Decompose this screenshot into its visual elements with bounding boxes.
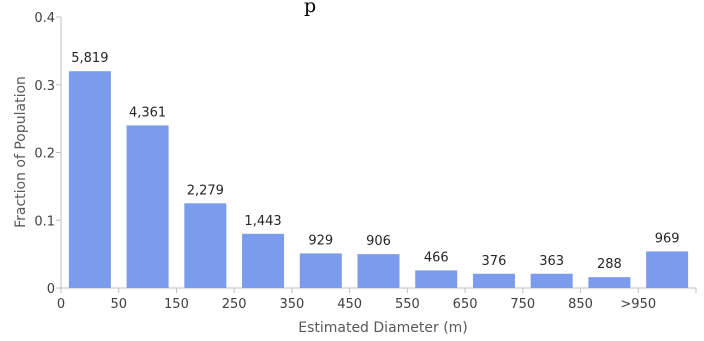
y-tick-label: 0.3 [34,79,55,94]
bar [68,71,111,288]
bar [472,273,515,288]
data-label: 466 [424,250,449,265]
bar [357,254,400,288]
x-tick-label: 550 [395,297,420,312]
y-tick-label: 0.4 [34,11,55,26]
bars [68,71,689,289]
x-tick-label: 0 [57,297,65,312]
bar [588,277,631,288]
bar [184,203,227,288]
y-tick-label: 0.2 [34,147,55,162]
data-label: 929 [308,233,333,248]
bar [242,233,285,288]
bar [299,253,342,288]
x-tick-label: 450 [337,297,362,312]
data-label: 376 [482,254,507,269]
data-labels: 5,819 4,361 2,279 1,443 929 906 466 376 363 288 96… [71,51,679,272]
data-label: 288 [597,257,622,272]
data-label: 5,819 [71,51,108,66]
data-label: 4,361 [129,105,166,120]
data-label: 906 [366,234,391,249]
x-tick-label: 650 [453,297,478,312]
y-tick-label: 0.1 [34,214,55,229]
x-tick-label: 750 [510,297,535,312]
bar [415,270,458,288]
data-label: 363 [539,254,564,269]
y-axis-title: Fraction of Population [13,76,29,228]
y-axis: 0 0.1 0.2 0.3 0.4 [34,11,62,297]
data-label: 2,279 [187,183,224,198]
bar [126,125,169,289]
chart-title-fragment: p [304,0,316,17]
x-tick-label: 50 [110,297,127,312]
data-label: 1,443 [244,214,281,229]
x-tick-label: 250 [222,297,247,312]
x-axis-title: Estimated Diameter (m) [298,320,468,336]
bar [530,273,573,288]
y-tick-label: 0 [47,282,55,297]
x-axis: 0 50 150 250 350 450 550 650 750 850 >950 [57,287,697,312]
data-label: 969 [655,231,680,246]
x-tick-label: >950 [620,297,656,312]
x-tick-label: 150 [164,297,189,312]
x-tick-label: 850 [568,297,593,312]
x-tick-label: 350 [279,297,304,312]
bar [646,251,689,288]
